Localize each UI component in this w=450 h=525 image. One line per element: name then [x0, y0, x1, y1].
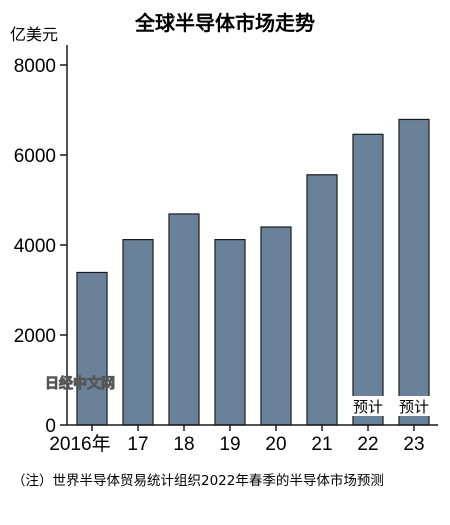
x-tick-label: 21 — [311, 434, 332, 455]
y-tick-label: 8000 — [14, 56, 56, 77]
bar-annotations: 预计 预计 — [349, 396, 433, 416]
bar — [214, 239, 246, 426]
x-tick-label: 18 — [173, 434, 194, 455]
bar — [168, 213, 200, 426]
bar-annotation: 预计 — [399, 398, 429, 416]
y-axis-ticks: 0 2000 4000 6000 8000 — [14, 56, 67, 437]
x-tick-label: 19 — [219, 434, 240, 455]
bar — [398, 118, 430, 426]
bar — [306, 174, 338, 426]
y-axis-unit-label: 亿美元 — [10, 25, 58, 44]
y-tick-label: 4000 — [14, 236, 56, 257]
bar — [76, 271, 108, 426]
bars — [76, 118, 430, 426]
x-tick-label: 2016年 — [49, 433, 110, 455]
footnote: （注）世界半导体贸易统计组织2022年春季的半导体市场预测 — [12, 472, 384, 489]
bar-annotation: 预计 — [353, 398, 383, 416]
y-tick-label: 0 — [45, 416, 56, 437]
x-tick-label: 17 — [127, 434, 148, 455]
bar — [122, 239, 154, 426]
bar-annotation-bg — [395, 396, 433, 416]
chart-title: 全球半导体市场走势 — [134, 11, 315, 35]
bar — [260, 226, 292, 426]
y-tick-label: 2000 — [14, 326, 56, 347]
x-tick-label: 22 — [357, 434, 378, 455]
y-tick-label: 6000 — [14, 146, 56, 167]
bar — [352, 133, 384, 426]
watermark: 日经中文网 — [45, 375, 115, 392]
x-tick-label: 20 — [265, 434, 286, 455]
bar-annotation-bg — [349, 396, 387, 416]
x-axis-ticks: 2016年 17 18 19 20 21 22 23 — [49, 425, 425, 455]
x-tick-label: 23 — [403, 434, 424, 455]
